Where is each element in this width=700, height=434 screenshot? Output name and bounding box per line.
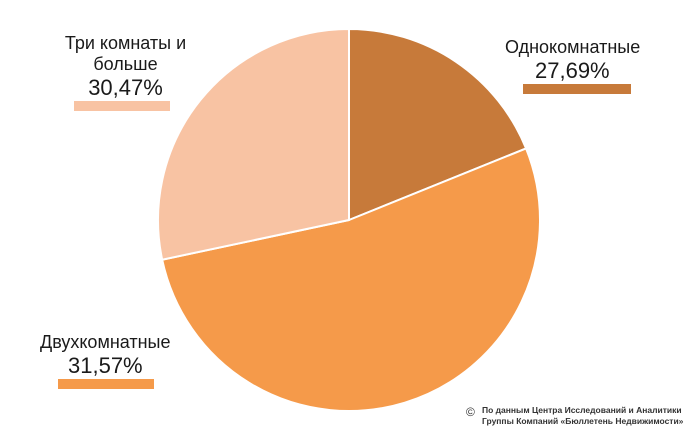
credit-line-1: По данным Центра Исследований и Аналитик… [482,405,682,415]
legend-swatch-two-room [58,379,154,389]
slice-value-two-room: 31,57% [68,353,143,378]
slice-label-one-room: Однокомнатные 27,69% [505,37,655,94]
pie-slice-two-room [160,147,541,412]
legend-swatch-one-room [523,84,631,94]
slice-name-three-plus: Три комнаты и больше [64,33,187,74]
slice-name-one-room: Однокомнатные [505,37,641,57]
credit-line-2: Группы Компаний «Бюллетень Недвижимости» [482,416,684,426]
slice-value-one-room: 27,69% [535,58,610,83]
pie-slice-three-plus [157,27,350,261]
pie-slice-one-room [348,27,528,222]
source-credit: © По данным Центра Исследований и Аналит… [466,405,683,427]
slice-value-three-plus: 30,47% [88,75,163,100]
slice-name-two-room: Двухкомнатные [40,332,171,352]
slice-label-three-plus: Три комнаты и больше 30,47% [58,33,193,111]
legend-swatch-three-plus [74,101,170,111]
copyright-icon: © [466,405,475,419]
slice-label-two-room: Двухкомнатные 31,57% [40,332,190,389]
